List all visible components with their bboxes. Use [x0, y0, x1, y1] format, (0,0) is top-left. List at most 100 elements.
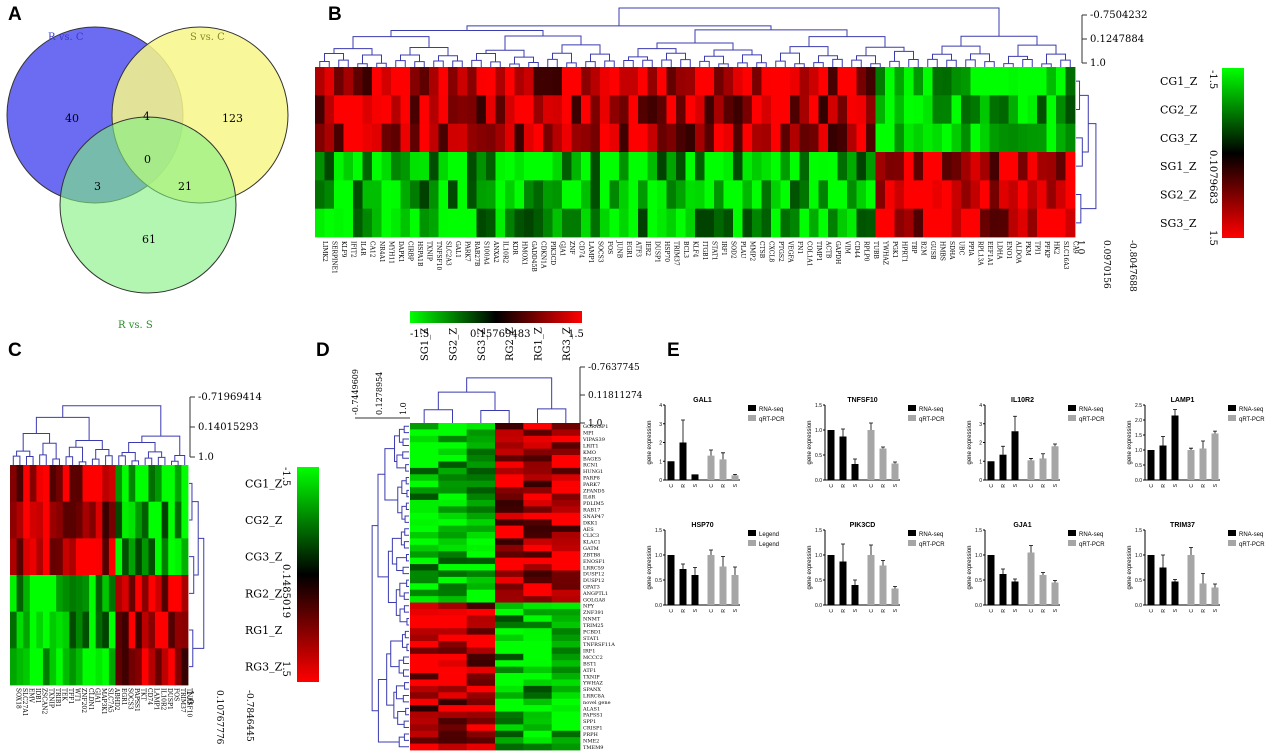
heatmap-cell	[410, 544, 439, 552]
heatmap-b-cells	[315, 67, 1076, 238]
heatmap-cell	[551, 621, 581, 629]
heatmap-cell	[551, 576, 581, 584]
heatmap-cell	[551, 641, 581, 648]
heatmap-cell	[551, 679, 581, 687]
heatmap-b-side-scale-label: 0.0970156	[1101, 240, 1111, 289]
heatmap-cell	[467, 208, 477, 238]
heatmap-cell	[69, 611, 77, 649]
heatmap-cell	[42, 538, 50, 576]
heatmap-cell	[942, 208, 952, 238]
heatmap-cell	[448, 152, 458, 181]
bar	[1039, 575, 1047, 605]
heatmap-cell	[647, 123, 658, 153]
heatmap-cell	[761, 67, 772, 96]
heatmap-cell	[410, 743, 439, 751]
heatmap-b-gene-label: LDHA	[995, 241, 1002, 260]
heatmap-d-left-scale-label: 0.1278954	[375, 372, 384, 415]
heatmap-c-gene-label: TRIB1	[54, 688, 61, 707]
heatmap-cell	[410, 499, 439, 507]
heatmap-cell	[961, 152, 971, 181]
heatmap-cell	[495, 448, 524, 456]
heatmap-cell	[942, 180, 952, 210]
heatmap-cell	[108, 465, 116, 503]
heatmap-cell	[951, 208, 962, 238]
bar	[1039, 458, 1047, 480]
heatmap-cell	[410, 519, 439, 526]
heatmap-cell	[438, 544, 468, 552]
bar-chart-x-label: R	[1041, 609, 1047, 613]
heatmap-cell	[533, 67, 544, 96]
heatmap-cell	[523, 467, 553, 475]
heatmap-cell	[543, 152, 553, 181]
heatmap-cell	[467, 67, 477, 96]
legend-swatch	[1068, 540, 1076, 546]
heatmap-cell	[343, 95, 354, 125]
heatmap-cell	[419, 123, 430, 153]
heatmap-cell	[324, 208, 335, 238]
heatmap-b-gene-label: CTSB	[758, 241, 765, 259]
heatmap-cell	[495, 647, 524, 655]
panel-label-a: A	[8, 4, 22, 25]
heatmap-cell	[410, 692, 439, 700]
heatmap-cell	[438, 583, 468, 591]
bar-chart-y-tick-label: 1.0	[975, 553, 982, 559]
bar	[707, 455, 715, 480]
heatmap-cell	[932, 152, 943, 181]
heatmap-cell	[135, 501, 143, 539]
heatmap-c-gene-label: CD74	[146, 688, 153, 705]
bar-chart-y-tick-label: 3	[659, 422, 662, 428]
bar	[839, 561, 847, 605]
heatmap-cell	[676, 67, 686, 96]
bar	[731, 475, 739, 480]
heatmap-d-color-scale-label: 1.5	[568, 329, 584, 340]
heatmap-cell	[466, 487, 496, 494]
heatmap-cell	[590, 123, 601, 153]
heatmap-cell	[666, 67, 677, 96]
heatmap-cell	[1018, 180, 1028, 210]
heatmap-cell	[141, 501, 149, 539]
heatmap-cell	[315, 123, 325, 153]
heatmap-cell	[685, 123, 696, 153]
heatmap-cell	[524, 180, 534, 210]
heatmap-cell	[410, 589, 439, 597]
bar-chart-title: GJA1	[1013, 522, 1031, 529]
heatmap-cell	[49, 611, 57, 649]
legend-label: RNA-seq	[1079, 407, 1103, 413]
heatmap-cell	[410, 474, 439, 482]
heatmap-cell	[551, 532, 581, 539]
heatmap-cell	[704, 123, 715, 153]
heatmap-cell	[932, 123, 943, 153]
heatmap-cell	[495, 737, 524, 744]
heatmap-cell	[69, 538, 77, 576]
heatmap-cell	[448, 208, 458, 238]
heatmap-cell	[466, 628, 496, 635]
heatmap-cell	[438, 634, 468, 642]
heatmap-b-gene-label: LIMK2	[321, 241, 328, 262]
heatmap-d-gene-label: ALAS1	[582, 706, 600, 712]
heatmap-cell	[457, 95, 468, 125]
heatmap-cell	[562, 152, 572, 181]
heatmap-cell	[543, 95, 553, 125]
bar-chart-y-tick-label: 0	[979, 478, 982, 484]
heatmap-cell	[410, 570, 439, 578]
heatmap-cell	[523, 596, 553, 603]
heatmap-d-gene-label: PCBD1	[583, 629, 601, 635]
heatmap-cell	[438, 711, 468, 719]
heatmap-cell	[56, 611, 64, 649]
bar-chart-x-label: C	[709, 484, 715, 488]
heatmap-cell	[980, 123, 990, 153]
heatmap-d-gene-label: GORASP1	[583, 424, 608, 430]
bar-chart-y-label: gene expression	[807, 545, 813, 589]
panel-label-d: D	[316, 340, 330, 361]
heatmap-cell	[609, 123, 620, 153]
heatmap-c-side-scale-label: 0.10767776	[214, 690, 224, 745]
heatmap-d-gene-label: TMEM9	[583, 745, 603, 751]
heatmap-cell	[980, 208, 990, 238]
heatmap-cell	[466, 544, 496, 552]
heatmap-cell	[837, 152, 848, 181]
heatmap-cell	[551, 551, 581, 559]
heatmap-cell	[466, 743, 496, 751]
heatmap-cell	[619, 123, 629, 153]
heatmap-b-gene-label: CD74	[577, 241, 584, 258]
legend-label: RNA-seq	[919, 532, 943, 538]
